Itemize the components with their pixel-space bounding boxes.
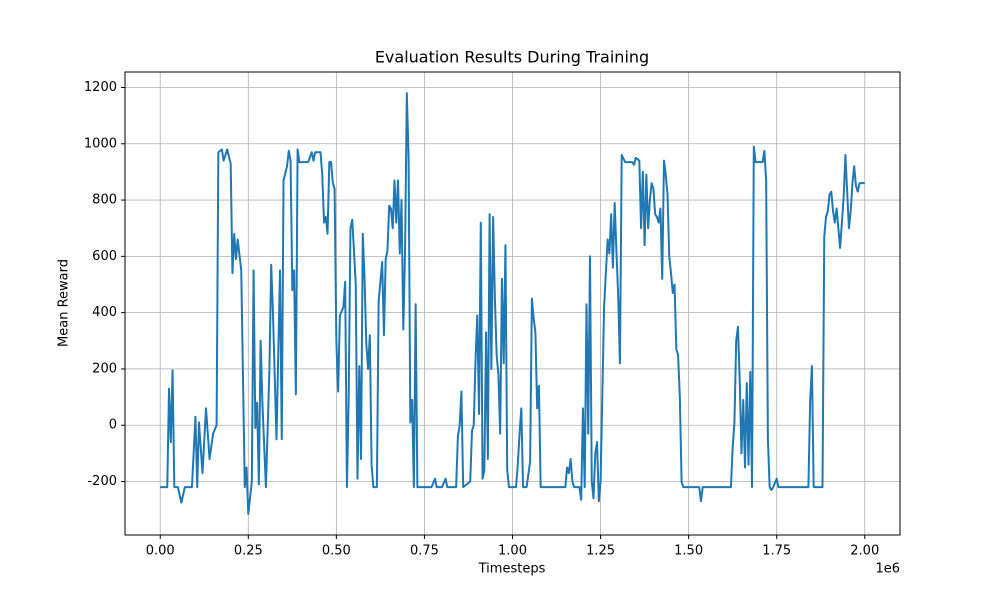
- y-tick-label: 200: [92, 361, 117, 376]
- line-series: [160, 92, 865, 515]
- x-offset-label: 1e6: [875, 562, 900, 577]
- plot: [160, 92, 865, 515]
- y-tick-label: 800: [92, 193, 117, 208]
- y-tick-label: 1200: [84, 80, 117, 95]
- x-tick-label: 0.75: [410, 544, 439, 559]
- x-tick-label: 1.50: [674, 544, 703, 559]
- y-tick-label: -200: [87, 474, 117, 489]
- x-tick-label: 0.00: [146, 544, 175, 559]
- y-axis-label: Mean Reward: [57, 259, 72, 347]
- y-tick-label: 0: [109, 418, 117, 433]
- x-tick-label: 1.00: [498, 544, 527, 559]
- x-tick-label: 1.25: [586, 544, 615, 559]
- x-tick-label: 0.25: [234, 544, 263, 559]
- y-tick-label: 400: [92, 305, 117, 320]
- x-axis-label: Timesteps: [478, 562, 546, 577]
- x-tick-label: 0.50: [322, 544, 351, 559]
- chart-title: Evaluation Results During Training: [375, 48, 649, 67]
- x-tick-label: 1.75: [762, 544, 791, 559]
- x-tick-label: 2.00: [850, 544, 879, 559]
- y-tick-label: 1000: [84, 136, 117, 151]
- y-tick-label: 600: [92, 249, 117, 264]
